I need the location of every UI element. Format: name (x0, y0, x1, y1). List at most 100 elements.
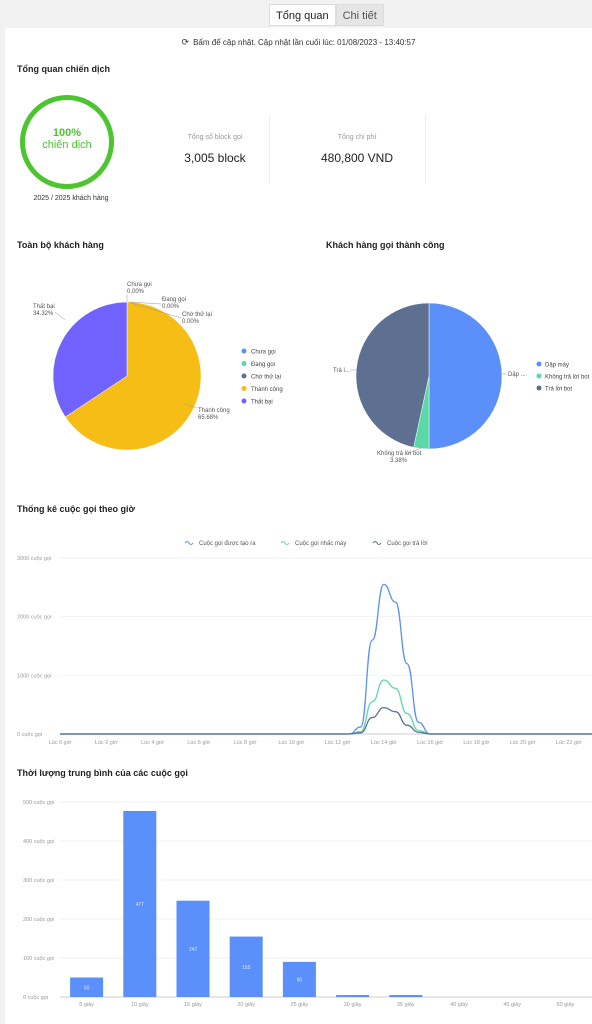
x-tick-label: Lúc 8 giờ (234, 740, 257, 746)
series-line (60, 679, 592, 735)
x-tick-label: Lúc 16 giờ (417, 740, 443, 746)
y-tick-label: 3000 cuộc gọi (17, 556, 51, 562)
bar (229, 936, 263, 997)
x-tick-label: Lúc 0 giờ (49, 740, 72, 746)
x-tick-label: 20 giây (237, 1002, 255, 1008)
legend-label: Trả lời bot (545, 387, 572, 393)
legend-marker (536, 373, 542, 379)
y-tick-label: 0 cuộc gọi (23, 995, 48, 1001)
slice-label: Thành công (198, 408, 230, 414)
divider (425, 114, 426, 184)
overview-title: Tổng quan chiến dịch (17, 64, 110, 74)
stat-label: Tổng chi phí (337, 134, 377, 141)
bar-value-label: 90 (297, 977, 303, 983)
x-tick-label: 50 giây (557, 1002, 575, 1008)
slice-label: 0.00% (127, 289, 145, 295)
slice-label: Trả l... (333, 368, 350, 374)
series-line (60, 583, 592, 735)
slice-label: Chưa gọi (127, 282, 152, 288)
slice-label: Chờ thử lại (182, 311, 212, 318)
legend-marker (536, 361, 542, 367)
y-tick-label: 500 cuộc gọi (23, 800, 54, 806)
stat-label: Tổng số block gọi (187, 134, 243, 141)
x-tick-label: 5 giây (79, 1002, 94, 1008)
bar (336, 995, 370, 997)
legend-label: Cuộc gọi được tạo ra (199, 541, 256, 547)
y-tick-label: 2000 cuộc gọi (17, 615, 51, 621)
bar-value-label: 477 (136, 902, 145, 908)
y-tick-label: 100 cuộc gọi (23, 956, 54, 962)
x-tick-label: Lúc 14 giờ (371, 740, 397, 746)
slice-label: Dập ... (508, 372, 526, 378)
stat-value: 480,800 VND (320, 151, 394, 165)
stat-total-cost: Tổng chi phí 480,800 VND (297, 134, 417, 165)
divider (269, 114, 270, 184)
legend-label: Dập máy (545, 363, 569, 369)
legend-label: Chờ thử lại (251, 374, 281, 381)
pie-slice (52, 301, 128, 418)
y-tick-label: 200 cuộc gọi (23, 917, 54, 923)
bar (282, 961, 316, 997)
x-tick-label: Lúc 18 giờ (463, 740, 489, 746)
slice-label: Đang gọi (162, 297, 186, 303)
x-tick-label: 45 giây (503, 1002, 521, 1008)
legend-label: Không trả lời bot (545, 375, 590, 381)
bar-chart-title: Thời lượng trung bình của các cuộc gọi (17, 768, 188, 778)
x-tick-label: 15 giây (184, 1002, 202, 1008)
legend-marker (241, 348, 247, 354)
legend-label: Chưa gọi (251, 350, 276, 356)
x-tick-label: Lúc 4 giờ (141, 740, 164, 746)
stat-value: 3,005 block (184, 151, 246, 165)
refresh-bar[interactable]: ⟳ Bấm để cập nhật. Cập nhật lần cuối lúc:… (5, 37, 592, 48)
pie2-title: Khách hàng gọi thành công (326, 240, 445, 250)
tab-details[interactable]: Chi tiết (335, 4, 384, 26)
bar (123, 810, 157, 997)
x-tick-label: Lúc 22 giờ (556, 740, 582, 746)
bar-value-label: 247 (189, 947, 198, 953)
x-tick-label: 35 giây (397, 1002, 415, 1008)
legend-label: Cuộc gọi nhấc máy (295, 541, 346, 547)
label-leader (406, 447, 422, 455)
slice-label: Không trả lời bot (377, 451, 422, 457)
slice-label: 0.00% (162, 304, 180, 310)
progress-percent: 100% (52, 127, 82, 139)
progress-sub: 2025 / 2025 khách hàng (33, 195, 109, 202)
x-tick-label: Lúc 12 giờ (325, 740, 351, 746)
tab-overview[interactable]: Tổng quan (269, 4, 336, 26)
pie1-title: Toàn bộ khách hàng (17, 240, 104, 250)
legend-marker (241, 361, 247, 366)
x-tick-label: 40 giây (450, 1002, 468, 1008)
y-tick-label: 0 cuộc gọi (17, 732, 42, 738)
y-tick-label: 1000 cuộc gọi (17, 673, 51, 679)
legend-marker (536, 385, 542, 391)
refresh-text[interactable]: Bấm để cập nhật. Cập nhật lần cuối lúc: … (193, 38, 416, 47)
refresh-icon[interactable]: ⟳ (181, 37, 190, 47)
label-leader (54, 311, 66, 321)
x-tick-label: Lúc 10 giờ (278, 740, 304, 746)
legend-marker (372, 541, 382, 545)
label-leader (184, 403, 198, 409)
x-tick-label: Lúc 2 giờ (95, 740, 118, 746)
legend-label: Đang gọi (251, 362, 275, 368)
label-leader (128, 301, 162, 305)
pie-slice (355, 302, 430, 448)
legend-label: Thành công (251, 387, 283, 393)
progress-label: chiến dịch (42, 139, 92, 151)
bar (70, 977, 104, 997)
legend-label: Cuộc gọi trả lời (387, 541, 428, 547)
legend-marker (184, 541, 194, 545)
view-tabs: Tổng quan Chi tiết (269, 4, 384, 26)
legend-marker (280, 541, 290, 545)
dashboard-panel: ⟳ Bấm để cập nhật. Cập nhật lần cuối lúc:… (5, 28, 592, 1024)
legend-marker (241, 386, 247, 391)
slice-label: 0.00% (182, 319, 200, 325)
x-tick-label: Lúc 20 giờ (510, 740, 536, 746)
bar (389, 995, 423, 997)
x-tick-label: Lúc 6 giờ (187, 740, 210, 746)
progress-ring: 100% chiến dịch (20, 95, 114, 189)
slice-label: 34.32% (33, 311, 54, 317)
x-tick-label: 10 giây (131, 1002, 149, 1008)
slice-label: 3.38% (390, 458, 408, 464)
slice-label: Thất bại (33, 304, 55, 310)
series-line (60, 706, 592, 735)
